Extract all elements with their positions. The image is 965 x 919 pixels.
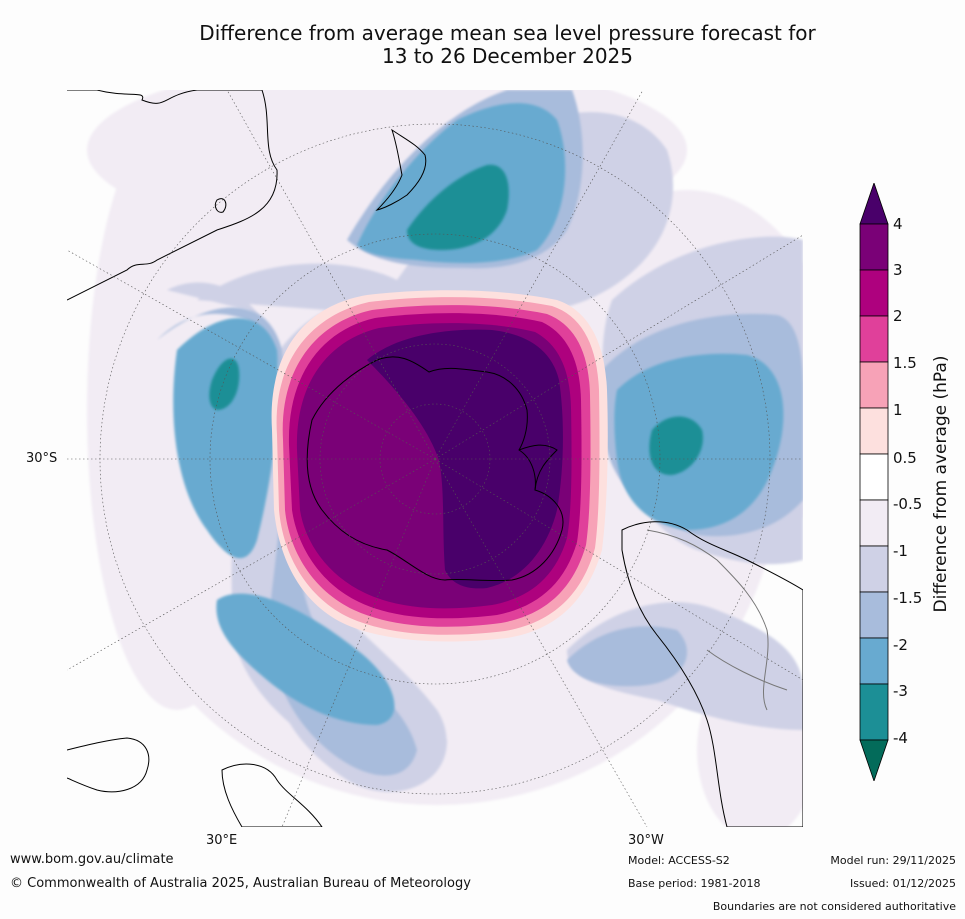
colorbar-extend-high bbox=[859, 181, 889, 225]
colorbar-tick: -1.5 bbox=[893, 589, 923, 607]
chart-title-line2: 13 to 26 December 2025 bbox=[381, 44, 633, 68]
anomaly-minus-3 bbox=[209, 164, 703, 476]
colorbar-tick: 1 bbox=[893, 401, 903, 419]
colorbar-band-3-4 bbox=[859, 223, 889, 271]
footer-model: Model: ACCESS-S2 bbox=[628, 854, 730, 867]
colorbar-band-minus-1 bbox=[859, 545, 889, 593]
colorbar-extend-low bbox=[859, 739, 889, 783]
footer-disclaimer: Boundaries are not considered authoritat… bbox=[712, 900, 956, 913]
footer-base-period: Base period: 1981-2018 bbox=[628, 877, 761, 890]
coastlines bbox=[67, 90, 803, 827]
colorbar-band-minus-2 bbox=[859, 637, 889, 685]
polar-map-svg bbox=[67, 90, 803, 827]
coast-antarctica bbox=[306, 356, 564, 582]
longitude-label-30w: 30°W bbox=[628, 833, 664, 848]
colorbar-tick: -2 bbox=[893, 636, 908, 654]
footer-issued: Issued: 01/12/2025 bbox=[849, 877, 956, 890]
coast-new-zealand bbox=[375, 128, 427, 211]
colorbar-band-1.5-2 bbox=[859, 315, 889, 363]
colorbar-tick: -1 bbox=[893, 542, 908, 560]
colorbar-tick: -0.5 bbox=[893, 495, 923, 513]
colorbar-band-2-3 bbox=[859, 269, 889, 317]
anomaly-plus-4 bbox=[367, 329, 563, 589]
colorbar-tick: 0.5 bbox=[893, 449, 917, 467]
colorbar-tick: 3 bbox=[893, 261, 903, 279]
colorbar-tick: -3 bbox=[893, 682, 908, 700]
footer-copyright: © Commonwealth of Australia 2025, Austra… bbox=[10, 876, 471, 891]
coast-south-america bbox=[621, 521, 803, 827]
colorbar-tick: -4 bbox=[893, 729, 908, 747]
colorbar-band-neutral bbox=[859, 453, 889, 501]
colorbar-tick: 1.5 bbox=[893, 354, 917, 372]
country-boundaries bbox=[646, 529, 788, 711]
colorbar-svg bbox=[859, 181, 889, 783]
polar-map bbox=[67, 90, 803, 827]
chart-title-line1: Difference from average mean sea level p… bbox=[199, 21, 816, 45]
colorbar-band-minus-3 bbox=[859, 683, 889, 741]
colorbar-tick: 4 bbox=[893, 215, 903, 233]
colorbar-band-minus-0.5 bbox=[859, 499, 889, 547]
coast-africa bbox=[67, 737, 150, 793]
colorbar-band-0.5-1 bbox=[859, 407, 889, 455]
latitude-label-30s: 30°S bbox=[26, 451, 58, 466]
coast-tasmania bbox=[214, 198, 227, 213]
graticule bbox=[67, 90, 803, 827]
colorbar bbox=[859, 181, 889, 783]
coast-madagascar bbox=[221, 763, 323, 827]
longitude-label-30e: 30°E bbox=[206, 833, 238, 848]
colorbar-title: Difference from average (hPa) bbox=[931, 355, 951, 613]
coast-australia bbox=[67, 90, 278, 301]
footer-website[interactable]: www.bom.gov.au/climate bbox=[10, 852, 174, 867]
colorbar-band-1-1.5 bbox=[859, 361, 889, 409]
coast-antarctic-peninsula bbox=[518, 444, 558, 491]
colorbar-tick: 2 bbox=[893, 307, 903, 325]
footer-model-run: Model run: 29/11/2025 bbox=[830, 854, 956, 867]
colorbar-band-minus-1.5 bbox=[859, 591, 889, 639]
